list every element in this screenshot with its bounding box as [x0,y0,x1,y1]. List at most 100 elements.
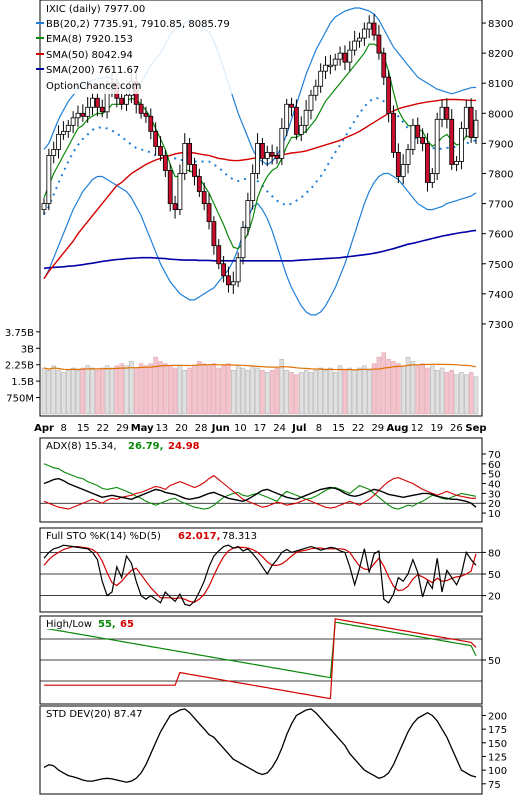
volume-bar [284,369,289,415]
candle-body [167,170,173,204]
x-axis-label: 28 [195,423,208,434]
candle-body [425,143,430,183]
candle-body [162,155,168,171]
candle-body [269,152,275,156]
sto-tick-label: 80 [488,548,501,559]
x-axis-label: Jul [291,423,306,434]
candle-body [400,164,406,177]
candle-body [274,155,280,159]
candle-body [468,106,474,138]
sto-k-value: 62.017, [178,531,220,542]
volume-bar [255,367,260,415]
volume-tick-label: 750M [6,394,34,405]
sto-d-value: 78.313 [222,531,257,542]
candle-body [439,106,445,120]
volume-bar [51,365,56,415]
candle-body [70,117,76,126]
adx-tick-label: 30 [488,489,501,500]
candle-body [381,52,387,78]
x-axis-label: Sep [465,423,486,434]
adx-tick-label: 50 [488,470,501,481]
hilo-tick-label: 50 [488,656,501,667]
price-axis: 8300 8200 8100 8000 7900 7800 7700 7600 7500 7400… [482,19,513,331]
price-tick-label: 7700 [488,200,513,211]
di-minus-line [43,474,476,510]
volume-bar [66,369,71,415]
candle-body [366,22,372,30]
candle-body [90,97,95,108]
adx-lines [43,463,477,510]
candle-body [313,85,319,96]
x-axis-label: 19 [430,423,443,434]
sto-pane-frame [39,527,483,613]
hilo-legend-label: High/Low [46,619,92,630]
candle-body [463,106,469,129]
candle-body [361,28,367,39]
hilo-pane: 50 High/Low 55, 65 [39,615,501,705]
volume-bar [430,365,435,415]
candle-body [371,22,377,36]
hilo-high-value: 55, [98,619,116,630]
candle-body [405,149,411,165]
volume-bar [192,365,197,415]
candle-body [420,136,426,144]
candle-body [279,127,285,159]
volume-bar [211,363,217,415]
volume-bar [294,374,299,415]
volume-bar [352,369,357,415]
volume-average-line [43,363,477,371]
adx-tick-label: 60 [488,460,501,471]
volume-bar [104,365,110,415]
volume-bar [56,369,61,415]
sto-tick-label: 20 [488,592,501,603]
site-label: OptionChance.com [46,81,141,92]
volume-bar [313,369,319,415]
candle-body [201,191,207,204]
hilo-axis: 50 [40,638,501,682]
std-tick-label: 175 [488,725,507,736]
volume-bar [328,367,333,415]
volume-bar [303,369,309,415]
volume-bar [182,369,187,415]
volume-bar [299,372,304,415]
adx-tick-label: 70 [488,450,501,461]
volume-bar [134,367,139,415]
x-axis-label: 22 [97,423,110,434]
volume-bar [231,369,236,415]
std-dev-line [43,708,477,783]
volume-bar [201,363,207,415]
candle-body [61,130,66,135]
volume-axis: 3.75B 3B 2.25B 1.5B 750M [5,328,40,405]
sto-d-line [43,545,477,603]
candle-body [473,119,479,138]
volume-bar [391,361,396,415]
bb-lower-line [43,172,477,316]
x-axis-label: 8 [60,423,66,434]
candle-body [332,58,338,66]
volume-bar [221,365,226,415]
volume-bar [439,367,445,415]
sto-lines [43,544,477,607]
volume-bar [250,365,255,415]
x-axis-label: 24 [273,423,286,434]
candle-body [230,281,236,286]
candle-body [206,203,212,223]
volume-bar [473,376,479,415]
x-axis-label: 17 [254,423,267,434]
volume-bar [148,363,153,415]
candle-body [158,146,163,156]
candle-body [459,127,464,162]
volume-bar [80,367,86,415]
candle-body [182,143,188,174]
adx-legend-label: ADX(8) 15.34, [46,441,117,452]
volume-bar [308,372,314,415]
candle-body [172,203,178,210]
volume-bar [274,367,280,415]
candle-body [99,106,105,113]
volume-bar [386,359,391,415]
candle-body [429,173,435,183]
adx-tick-label: 40 [488,480,501,491]
volume-bar [240,367,246,415]
adx-line [43,477,477,508]
candle-body [376,34,382,54]
